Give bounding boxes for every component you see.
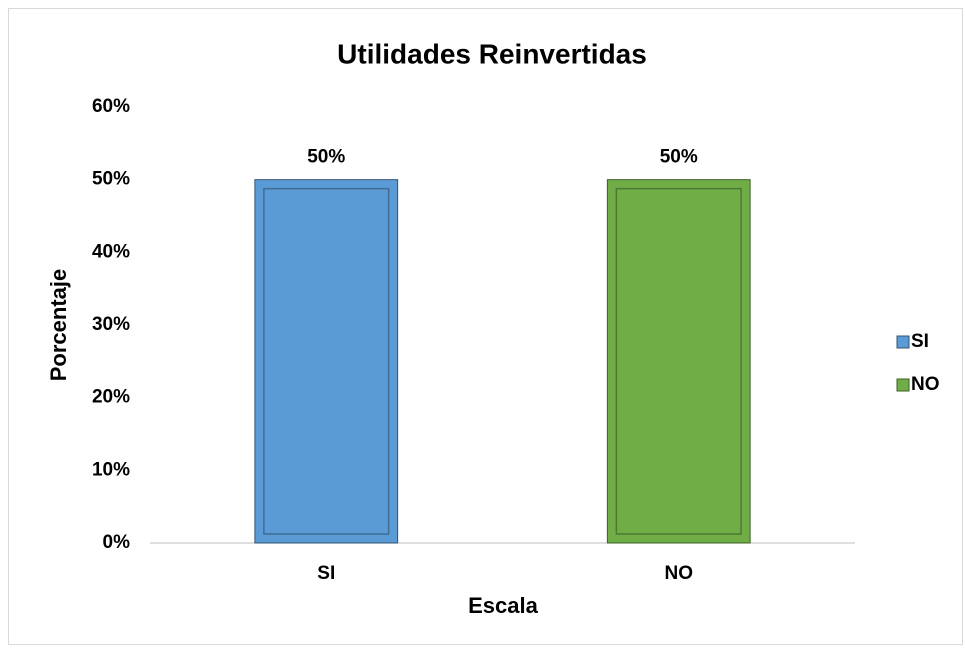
legend-label: NO <box>911 374 940 395</box>
bar <box>254 179 399 544</box>
data-label: 50% <box>307 147 345 168</box>
legend-swatch <box>896 335 910 349</box>
y-tick-label: 60% <box>92 96 130 117</box>
bar <box>606 179 751 544</box>
legend-swatch <box>896 378 910 392</box>
y-tick-label: 50% <box>92 169 130 190</box>
legend-label: SI <box>911 331 929 352</box>
chart-frame <box>8 8 963 645</box>
y-tick-label: 20% <box>92 387 130 408</box>
y-tick-label: 30% <box>92 314 130 335</box>
y-tick-label: 0% <box>103 532 131 553</box>
x-axis-label: Escala <box>468 593 538 618</box>
bar-bevel <box>263 187 390 535</box>
y-tick-label: 10% <box>92 459 130 480</box>
y-axis-label: Porcentaje <box>46 269 71 382</box>
x-tick-label: SI <box>317 563 335 584</box>
y-tick-label: 40% <box>92 241 130 262</box>
chart-title: Utilidades Reinvertidas <box>337 38 647 69</box>
x-tick-label: NO <box>665 563 694 584</box>
data-label: 50% <box>660 147 698 168</box>
bar-bevel <box>615 187 742 535</box>
